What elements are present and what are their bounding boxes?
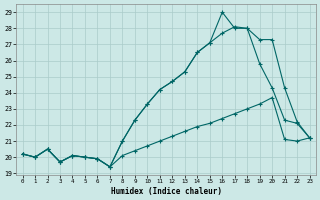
X-axis label: Humidex (Indice chaleur): Humidex (Indice chaleur)	[111, 187, 221, 196]
